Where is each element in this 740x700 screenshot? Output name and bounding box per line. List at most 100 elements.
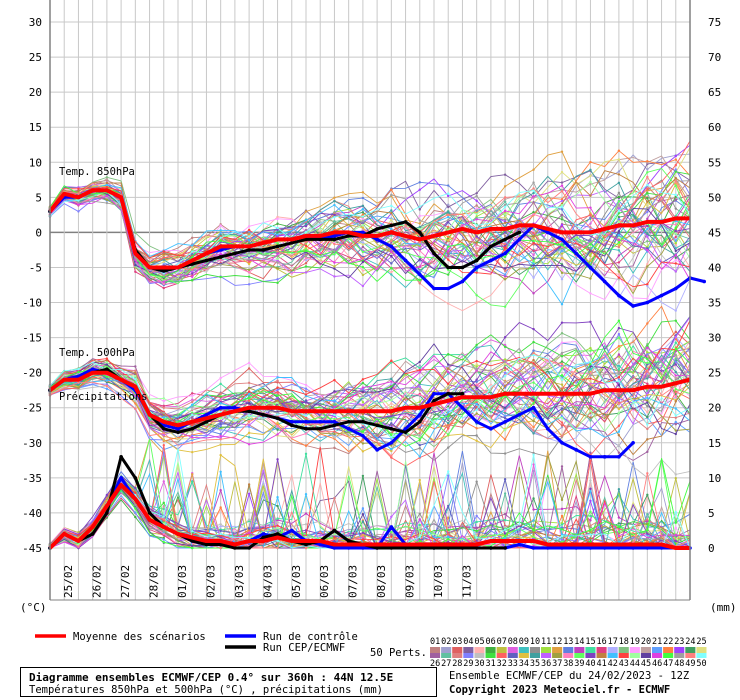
pert-swatch-top — [518, 647, 529, 653]
ensemble-member-point — [247, 414, 251, 417]
ensemble-member-point — [304, 416, 308, 419]
ensemble-member-point — [560, 534, 564, 538]
ensemble-member-point — [134, 491, 137, 494]
ensemble-member-point — [333, 417, 336, 421]
ensemble-member-point — [560, 254, 564, 258]
ensemble-member-point — [276, 250, 279, 253]
series-point-t850 — [631, 304, 635, 308]
ensemble-member-point — [617, 424, 621, 428]
ensemble-member-point — [247, 235, 251, 238]
ensemble-member-point — [333, 533, 336, 536]
ensemble-member-point — [390, 361, 393, 364]
ensemble-member-point — [191, 436, 194, 439]
series-point-t850 — [375, 237, 379, 242]
right-tick-label: 70 — [708, 51, 721, 64]
series-point-precip — [119, 476, 123, 480]
ensemble-member-line — [49, 354, 691, 435]
series-point-t500 — [318, 419, 323, 424]
ensemble-member-line — [49, 336, 691, 444]
ensemble-member-point — [390, 387, 393, 390]
ensemble-member-point — [390, 250, 393, 253]
ensemble-member-point — [77, 370, 80, 374]
ensemble-member-point — [589, 226, 592, 229]
ensemble-member-point — [532, 201, 535, 204]
ensemble-member-point — [390, 234, 393, 237]
ensemble-member-point — [447, 215, 450, 219]
ensemble-member-point — [560, 321, 564, 324]
pert-swatch-bottom — [474, 653, 485, 658]
ensemble-member-point — [276, 521, 279, 524]
ensemble-member-point — [674, 164, 677, 167]
ensemble-member-point — [503, 343, 507, 347]
series-point-precip — [588, 546, 593, 550]
ensemble-member-point — [503, 414, 507, 417]
ensemble-member-point — [674, 253, 677, 257]
ensemble-member-point — [532, 232, 535, 235]
ensemble-member-point — [134, 264, 137, 267]
ensemble-member-point — [560, 252, 564, 255]
ensemble-member-point — [333, 261, 336, 264]
pert-code-bottom: 28 — [452, 659, 462, 668]
pert-code-bottom: 37 — [552, 659, 562, 668]
ensemble-member-point — [617, 530, 621, 533]
ensemble-member-point — [276, 526, 279, 530]
ensemble-member-point — [219, 546, 222, 550]
ensemble-member-point — [276, 226, 279, 230]
ensemble-member-point — [617, 336, 621, 339]
ensemble-member-point — [674, 363, 677, 366]
series-point-precip — [489, 546, 493, 550]
ensemble-member-point — [390, 531, 393, 534]
ensemble-member-point — [361, 284, 365, 288]
ensemble-member-point — [276, 428, 279, 431]
ensemble-member-point — [589, 228, 592, 231]
ensemble-member-point — [589, 259, 592, 263]
pert-swatch-bottom — [463, 653, 474, 658]
ensemble-member-point — [105, 183, 109, 187]
series-point-t850 — [702, 279, 707, 284]
main-series — [48, 188, 707, 550]
ensemble-member-point — [560, 528, 564, 531]
ensemble-member-point — [503, 234, 507, 238]
ensemble-member-point — [304, 265, 308, 268]
series-point-t500 — [375, 423, 379, 428]
ensemble-member-point — [674, 226, 677, 229]
ensemble-member-point — [674, 158, 677, 161]
ensemble-member-point — [418, 205, 421, 208]
ensemble-member-point — [276, 496, 279, 499]
ensemble-member-point — [333, 199, 336, 203]
ensemble-member-point — [304, 390, 308, 393]
right-tick-label: 60 — [708, 121, 721, 134]
ensemble-member-point — [475, 247, 478, 250]
ensemble-member-point — [134, 369, 137, 372]
pert-swatch-top — [563, 647, 574, 653]
ensemble-member-point — [276, 228, 279, 232]
ensemble-member-point — [646, 159, 649, 163]
series-point-t500 — [233, 405, 237, 410]
ensemble-member-point — [617, 367, 621, 371]
series-point-t500 — [432, 391, 436, 396]
ensemble-member-point — [219, 416, 222, 420]
ensemble-member-point — [617, 534, 621, 538]
ensemble-member-point — [560, 199, 564, 203]
ensemble-member-point — [674, 168, 677, 171]
ensemble-member-point — [646, 232, 649, 235]
ensemble-member-point — [617, 451, 621, 454]
ensemble-member-point — [617, 443, 621, 447]
series-point-t500 — [389, 426, 394, 431]
series-point-t500 — [631, 441, 635, 445]
ensemble-member-point — [617, 361, 621, 364]
ensemble-member-point — [617, 238, 621, 242]
ensemble-member-point — [361, 513, 365, 516]
ensemble-member-point — [77, 367, 80, 371]
ensemble-member-point — [532, 241, 535, 245]
ensemble-member-point — [560, 341, 564, 344]
ensemble-member-point — [219, 434, 222, 438]
pert-swatch-bottom — [518, 653, 529, 658]
pert-code-top: 02 — [441, 637, 451, 647]
ensemble-member-point — [162, 532, 165, 535]
ensemble-member-point — [162, 280, 165, 284]
ensemble-member-point — [503, 417, 507, 420]
ensemble-member-point — [418, 400, 421, 404]
ensemble-member-point — [219, 438, 222, 441]
pert-code-bottom: 49 — [685, 659, 695, 668]
